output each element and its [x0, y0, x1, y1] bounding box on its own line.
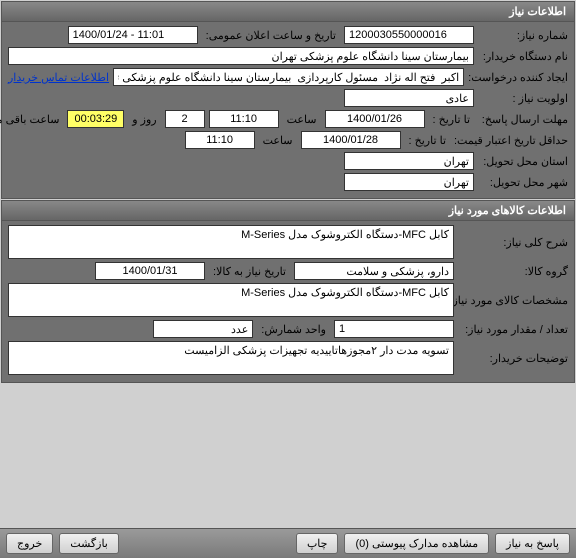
unit-label: واحد شمارش:: [257, 323, 330, 336]
deadline-time-field: [209, 110, 279, 128]
goods-info-header: اطلاعات کالاهای مورد نیاز: [2, 201, 574, 221]
date-pay-field: [95, 262, 205, 280]
group-label: گروه کالا:: [458, 265, 568, 278]
validity-label: حداقل تاریخ اعتبار قیمت:: [454, 134, 568, 147]
deadline-date-field: [325, 110, 425, 128]
delivery-city-field: [344, 173, 474, 191]
priority-field: [344, 89, 474, 107]
group-field: [294, 262, 454, 280]
back-button[interactable]: بازگشت: [59, 533, 119, 554]
days-field: [165, 110, 205, 128]
contact-link[interactable]: اطلاعات تماس خریدار: [8, 71, 109, 84]
delivery-city-label: شهر محل تحویل:: [478, 176, 568, 189]
print-button[interactable]: چاپ: [296, 533, 339, 554]
announce-label: تاریخ و ساعت اعلان عمومی:: [202, 29, 340, 42]
unit-field: [153, 320, 253, 338]
date-pay-label: تاریخ نیاز به کالا:: [209, 265, 290, 278]
bottom-toolbar: پاسخ به نیاز مشاهده مدارک پیوستی (0) چاپ…: [0, 528, 576, 558]
need-info-header: اطلاعات نیاز: [2, 2, 574, 22]
notes-label: توضیحات خریدار:: [458, 352, 568, 365]
exit-button[interactable]: خروج: [6, 533, 53, 554]
delivery-state-field: [344, 152, 474, 170]
delivery-state-label: استان محل تحویل:: [478, 155, 568, 168]
time-label-2: ساعت: [259, 134, 297, 147]
spec-field: [8, 283, 454, 317]
priority-label: اولویت نیاز :: [478, 92, 568, 105]
notes-field: [8, 341, 454, 375]
attachments-button[interactable]: مشاهده مدارک پیوستی (0): [344, 533, 489, 554]
creator-label: ایجاد کننده درخواست:: [468, 71, 568, 84]
reply-button[interactable]: پاسخ به نیاز: [495, 533, 570, 554]
desc-label: شرح کلی نیاز:: [458, 236, 568, 249]
validity-date-field: [301, 131, 401, 149]
buyer-field: [8, 47, 474, 65]
announce-field: [68, 26, 198, 44]
desc-field: [8, 225, 454, 259]
days-label: روز و: [128, 113, 160, 126]
time-label-1: ساعت: [283, 113, 321, 126]
deadline-label: مهلت ارسال پاسخ:: [478, 113, 568, 126]
need-info-panel: اطلاعات نیاز شماره نیاز: تاریخ و ساعت اع…: [1, 1, 575, 199]
spec-label: مشخصات کالای مورد نیاز:: [458, 294, 568, 307]
req-no-label: شماره نیاز:: [478, 29, 568, 42]
goods-info-panel: اطلاعات کالاهای مورد نیاز شرح کلی نیاز: …: [1, 200, 575, 383]
qty-field: [334, 320, 454, 338]
validity-to-label: تا تاریخ :: [405, 134, 450, 147]
qty-label: تعداد / مقدار مورد نیاز:: [458, 323, 568, 336]
req-no-field: [344, 26, 474, 44]
validity-time-field: [185, 131, 255, 149]
remaining-label: ساعت باقی مانده: [0, 113, 63, 126]
creator-field: [113, 68, 464, 86]
buyer-label: نام دستگاه خریدار:: [478, 50, 568, 63]
to-date-label: تا تاریخ :: [429, 113, 474, 126]
countdown-timer: 00:03:29: [67, 110, 124, 128]
